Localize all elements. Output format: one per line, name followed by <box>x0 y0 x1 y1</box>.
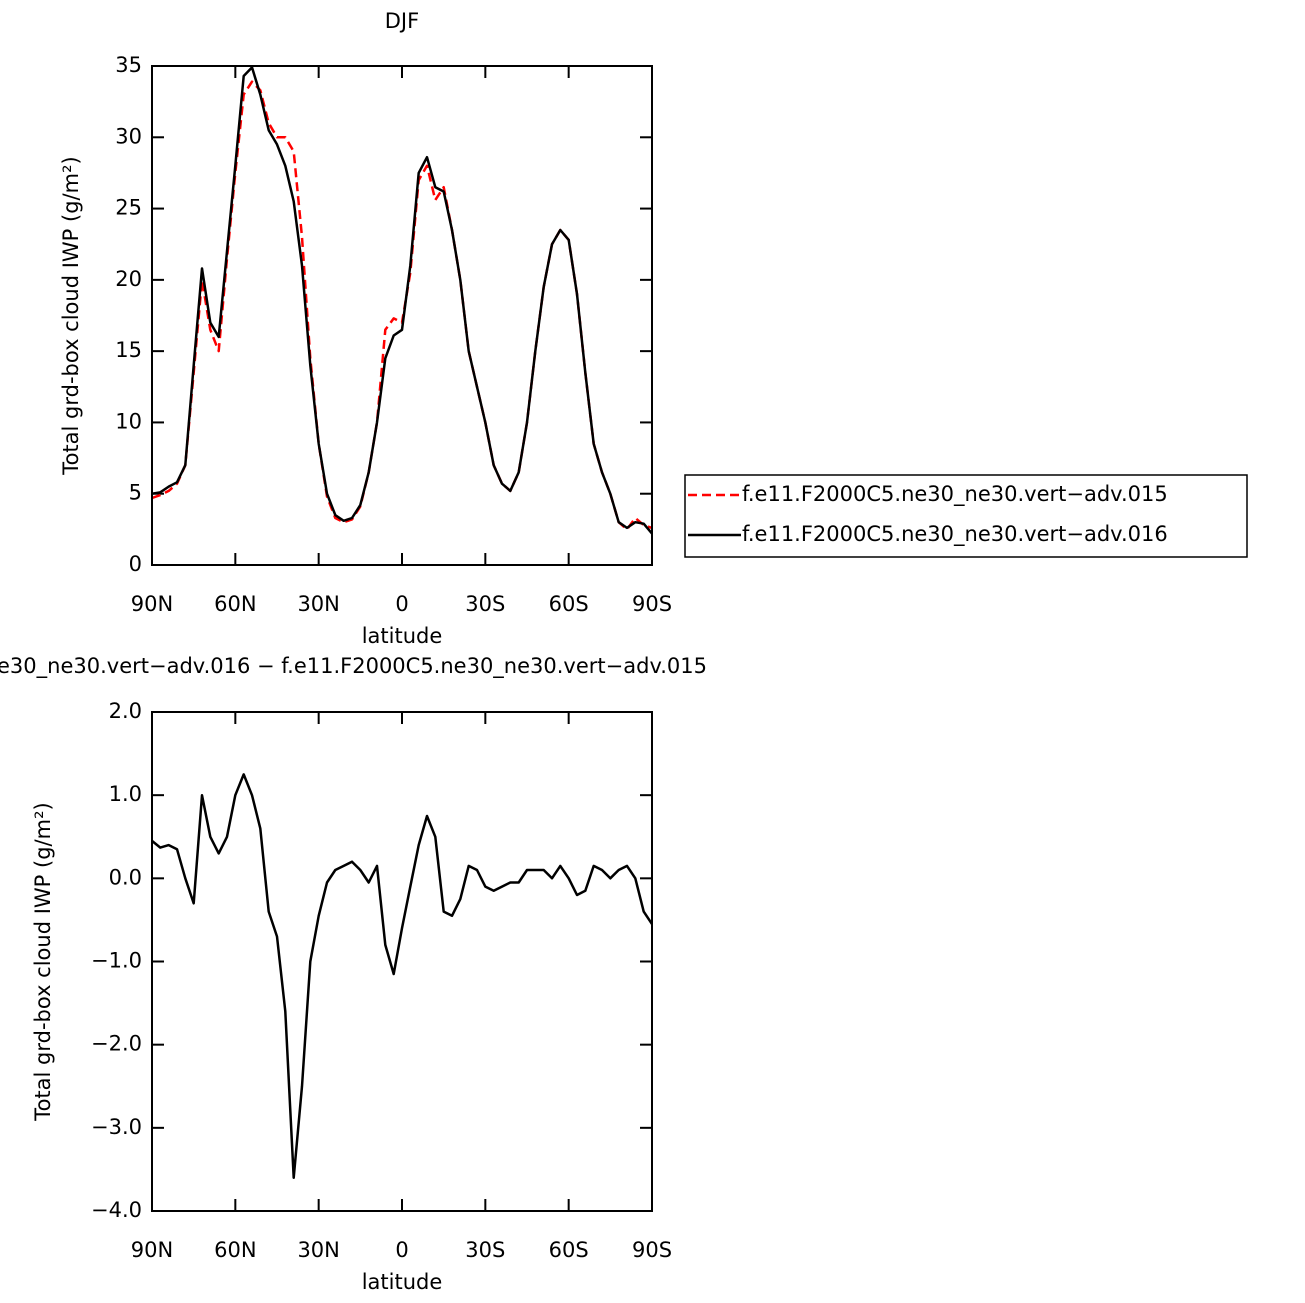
y-axis-label: Total grd-box cloud IWP (g/m²) <box>31 802 55 1121</box>
x-tick-label: 30S <box>465 592 505 616</box>
x-tick-label: 0 <box>395 1238 408 1262</box>
plot-frame <box>151 65 653 566</box>
legend-box <box>684 474 1248 558</box>
data-line <box>151 773 654 1179</box>
x-tick-label: 30S <box>465 1238 505 1262</box>
chart-title: DJF <box>385 9 419 33</box>
x-tick-label: 0 <box>395 592 408 616</box>
y-tick-label: −1.0 <box>91 949 142 973</box>
chart-title: e30_ne30.vert−adv.016 − f.e11.F2000C5.ne… <box>0 654 707 679</box>
y-tick-label: 30 <box>115 124 142 148</box>
y-tick-label: 0 <box>129 552 142 576</box>
x-tick-label: 60N <box>214 1238 256 1262</box>
x-tick-label: 90N <box>131 1238 173 1262</box>
y-tick-label: 0.0 <box>109 865 142 889</box>
x-tick-label: 60S <box>549 592 589 616</box>
x-tick-label: 60S <box>549 1238 589 1262</box>
y-tick-label: −4.0 <box>91 1198 142 1222</box>
y-tick-label: 20 <box>115 267 142 291</box>
y-tick-label: 2.0 <box>109 699 142 723</box>
x-tick-label: 90S <box>632 1238 672 1262</box>
x-axis-label: latitude <box>362 624 443 648</box>
y-tick-label: −2.0 <box>91 1032 142 1056</box>
x-tick-label: 90S <box>632 592 672 616</box>
y-tick-label: 5 <box>129 481 142 505</box>
x-tick-label: 90N <box>131 592 173 616</box>
legend-label: f.e11.F2000C5.ne30_ne30.vert−adv.016 <box>742 522 1168 547</box>
y-tick-label: −3.0 <box>91 1115 142 1139</box>
data-line <box>151 66 653 535</box>
x-axis-label: latitude <box>362 1270 443 1294</box>
y-tick-label: 35 <box>115 53 142 77</box>
x-tick-label: 30N <box>297 1238 339 1262</box>
x-tick-label: 30N <box>297 592 339 616</box>
y-tick-label: 10 <box>115 409 142 433</box>
y-tick-label: 15 <box>115 338 142 362</box>
y-tick-label: 25 <box>115 196 142 220</box>
y-tick-label: 1.0 <box>109 782 142 806</box>
y-axis-label: Total grd-box cloud IWP (g/m²) <box>59 156 83 475</box>
legend-label: f.e11.F2000C5.ne30_ne30.vert−adv.015 <box>742 482 1168 507</box>
plot-frame <box>151 711 653 1212</box>
x-tick-label: 60N <box>214 592 256 616</box>
